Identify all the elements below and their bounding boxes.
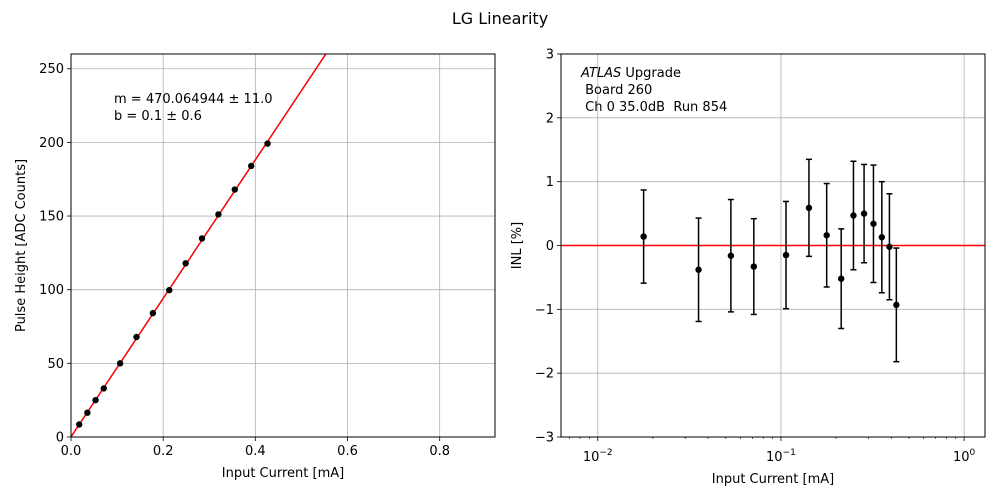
right-x-tick-label: 10−2 — [583, 448, 613, 465]
left-data-point — [84, 409, 91, 416]
atlas-annotation-line2: Board 260 — [581, 83, 652, 98]
left-y-tick-label: 200 — [39, 136, 64, 151]
left-data-point — [182, 260, 189, 267]
fit-intercept-annotation: b = 0.1 ± 0.6 — [114, 109, 202, 124]
inl-data-point — [640, 233, 647, 240]
inl-data-point — [823, 232, 830, 239]
inl-plot: 10−2 10−1 100 −3 −2 −1 0 1 2 3 Input Current [mA]… — [510, 48, 986, 487]
left-data-point — [166, 286, 173, 294]
inl-data-point — [870, 220, 877, 227]
inl-data-point — [782, 251, 790, 259]
atlas-annotation-line3: Ch 0 35.0dB Run 854 — [581, 100, 727, 115]
inl-data-point — [850, 212, 857, 219]
left-data-point — [231, 186, 238, 193]
left-y-tick-label: 250 — [39, 62, 64, 77]
inl-data-point — [727, 252, 735, 259]
left-y-tick-label: 150 — [39, 210, 64, 225]
figure-title: LG Linearity — [452, 9, 548, 28]
left-x-label: Input Current [mA] — [222, 466, 344, 481]
right-x-tick-label: 10−1 — [766, 448, 796, 465]
left-data-point — [116, 360, 124, 367]
right-y-tick-label: −1 — [535, 303, 554, 318]
left-y-tick-label: 50 — [47, 357, 64, 372]
right-y-tick-label: 1 — [546, 175, 554, 190]
left-x-tick-label: 0.0 — [61, 444, 82, 459]
inl-data-point — [886, 243, 893, 250]
left-x-tick-label: 0.4 — [245, 444, 266, 459]
left-data-point — [92, 396, 99, 404]
inl-data-point — [805, 204, 813, 212]
right-points-group — [640, 158, 900, 363]
fit-line — [71, 54, 327, 437]
atlas-upgrade: Upgrade — [621, 66, 681, 81]
left-data-point — [248, 162, 255, 170]
right-x-label: Input Current [mA] — [712, 472, 834, 487]
atlas-italic: ATLAS — [580, 66, 621, 81]
atlas-annotation-line1: ATLAS Upgrade — [580, 66, 681, 81]
inl-data-point — [893, 301, 900, 309]
left-data-point — [100, 385, 107, 392]
right-y-tick-label: 0 — [546, 239, 554, 254]
left-x-tick-label: 0.8 — [429, 444, 450, 459]
right-x-tick-label: 100 — [953, 448, 976, 465]
inl-data-point — [860, 210, 868, 217]
left-data-point — [198, 235, 206, 242]
left-x-tick-label: 0.2 — [153, 444, 174, 459]
left-data-point — [133, 333, 140, 341]
right-ticks: 10−2 10−1 100 −3 −2 −1 0 1 2 3 — [535, 48, 976, 466]
left-data-point — [76, 421, 83, 428]
left-y-tick-label: 100 — [39, 283, 64, 298]
right-y-tick-label: −2 — [535, 367, 554, 382]
left-axes-frame — [70, 53, 496, 438]
fit-slope-annotation: m = 470.064944 ± 11.0 — [114, 92, 273, 107]
right-y-tick-label: 3 — [546, 48, 554, 63]
left-data-point — [149, 309, 157, 317]
left-y-tick-label: 0 — [56, 431, 64, 446]
left-x-tick-label: 0.6 — [337, 444, 358, 459]
inl-data-point — [878, 234, 886, 241]
right-y-tick-label: −3 — [535, 431, 554, 446]
right-y-tick-label: 2 — [546, 111, 554, 126]
left-fit-line-group — [71, 54, 327, 437]
left-y-label: Pulse Height [ADC Counts] — [14, 159, 29, 332]
left-data-point — [264, 140, 271, 147]
left-points-group — [76, 140, 271, 428]
linearity-plot: 0.0 0.2 0.4 0.6 0.8 0 50 100 150 200 250 Input Cur… — [14, 53, 496, 481]
inl-data-point — [750, 263, 758, 270]
right-y-label: INL [%] — [510, 222, 525, 269]
left-data-point — [215, 211, 222, 218]
inl-data-point — [695, 266, 702, 273]
inl-data-point — [838, 275, 845, 282]
left-ticks: 0.0 0.2 0.4 0.6 0.8 0 50 100 150 200 250 — [39, 62, 450, 459]
